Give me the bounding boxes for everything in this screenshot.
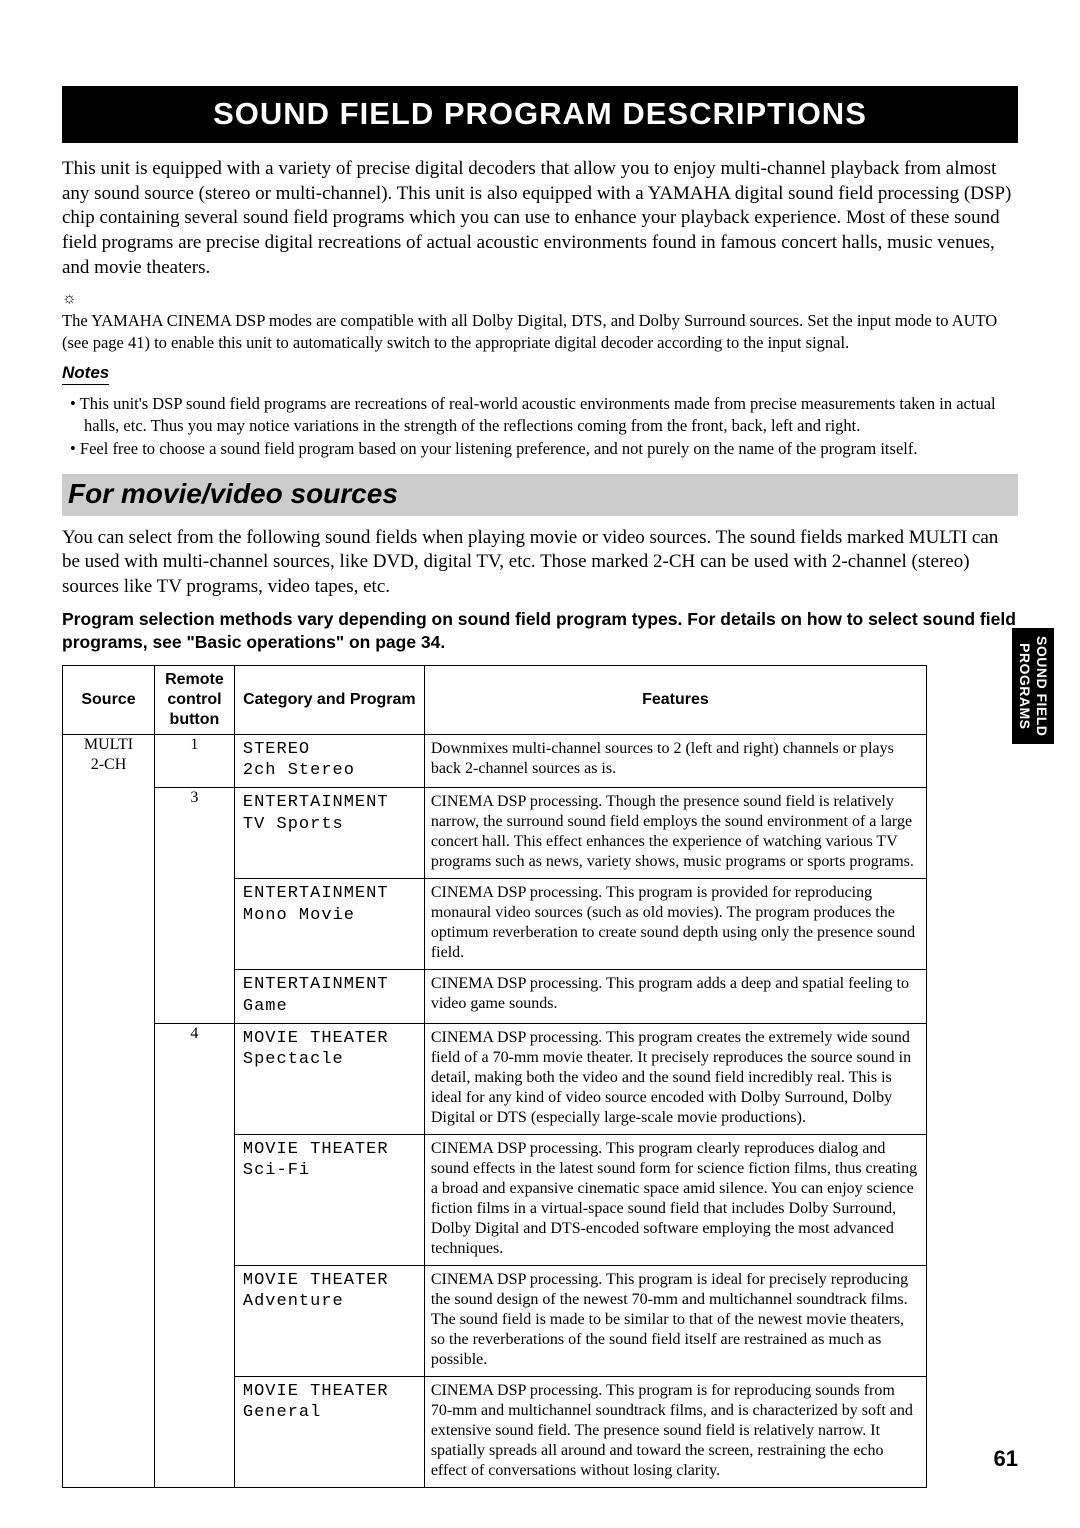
- program-name: Adventure: [243, 1291, 418, 1312]
- source-label-1: MULTI: [84, 736, 133, 753]
- section-bold-text: Program selection methods vary depending…: [62, 608, 1018, 655]
- page: SOUND FIELD PROGRAM DESCRIPTIONS This un…: [0, 0, 1080, 1528]
- category-cell: MOVIE THEATER Sci-Fi: [234, 1134, 424, 1265]
- th-source: Source: [63, 665, 155, 734]
- th-category: Category and Program: [234, 665, 424, 734]
- button-cell: 1: [154, 734, 234, 788]
- note-item: This unit's DSP sound field programs are…: [62, 393, 1018, 436]
- th-features: Features: [424, 665, 926, 734]
- source-label-2: 2-CH: [91, 756, 127, 773]
- category-name: STEREO: [243, 739, 418, 760]
- button-cell: 4: [154, 1023, 234, 1487]
- table-row: 4 MOVIE THEATER Spectacle CINEMA DSP pro…: [63, 1023, 927, 1134]
- side-tab-line2: PROGRAMS: [1017, 643, 1033, 729]
- category-name: MOVIE THEATER: [243, 1381, 418, 1402]
- side-tab: SOUND FIELD PROGRAMS: [1012, 628, 1054, 744]
- notes-label: Notes: [62, 363, 109, 385]
- category-cell: MOVIE THEATER Spectacle: [234, 1023, 424, 1134]
- table-row: 3 ENTERTAINMENT TV Sports CINEMA DSP pro…: [63, 788, 927, 879]
- th-button: Remote control button: [154, 665, 234, 734]
- program-name: Mono Movie: [243, 905, 418, 926]
- category-name: ENTERTAINMENT: [243, 974, 418, 995]
- table-row: MULTI 2-CH 1 STEREO 2ch Stereo Downmixes…: [63, 734, 927, 788]
- category-name: ENTERTAINMENT: [243, 883, 418, 904]
- program-name: TV Sports: [243, 814, 418, 835]
- category-cell: ENTERTAINMENT Game: [234, 970, 424, 1024]
- button-cell: 3: [154, 788, 234, 1024]
- category-name: MOVIE THEATER: [243, 1270, 418, 1291]
- features-cell: CINEMA DSP processing. This program is f…: [424, 1376, 926, 1487]
- category-name: ENTERTAINMENT: [243, 792, 418, 813]
- side-tab-line1: SOUND FIELD: [1034, 636, 1050, 736]
- section-text: You can select from the following sound …: [62, 526, 1018, 600]
- program-name: Sci-Fi: [243, 1160, 418, 1181]
- tip-text: The YAMAHA CINEMA DSP modes are compatib…: [62, 310, 1018, 353]
- program-name: Spectacle: [243, 1049, 418, 1070]
- features-cell: CINEMA DSP processing. Though the presen…: [424, 788, 926, 879]
- features-cell: CINEMA DSP processing. This program is i…: [424, 1265, 926, 1376]
- category-cell: MOVIE THEATER General: [234, 1376, 424, 1487]
- category-cell: STEREO 2ch Stereo: [234, 734, 424, 788]
- category-cell: ENTERTAINMENT Mono Movie: [234, 879, 424, 970]
- features-cell: Downmixes multi-channel sources to 2 (le…: [424, 734, 926, 788]
- notes-list: This unit's DSP sound field programs are…: [62, 393, 1018, 459]
- table-header-row: Source Remote control button Category an…: [63, 665, 927, 734]
- note-item: Feel free to choose a sound field progra…: [62, 438, 1018, 459]
- category-cell: ENTERTAINMENT TV Sports: [234, 788, 424, 879]
- features-cell: CINEMA DSP processing. This program is p…: [424, 879, 926, 970]
- features-cell: CINEMA DSP processing. This program crea…: [424, 1023, 926, 1134]
- program-name: 2ch Stereo: [243, 760, 418, 781]
- features-cell: CINEMA DSP processing. This program adds…: [424, 970, 926, 1024]
- section-heading: For movie/video sources: [62, 474, 1018, 516]
- page-number: 61: [994, 1446, 1018, 1472]
- program-name: Game: [243, 996, 418, 1017]
- page-title: SOUND FIELD PROGRAM DESCRIPTIONS: [62, 86, 1018, 143]
- category-name: MOVIE THEATER: [243, 1139, 418, 1160]
- features-cell: CINEMA DSP processing. This program clea…: [424, 1134, 926, 1265]
- program-name: General: [243, 1402, 418, 1423]
- source-cell: MULTI 2-CH: [63, 734, 155, 1487]
- tip-icon: ☼: [62, 290, 1018, 308]
- category-cell: MOVIE THEATER Adventure: [234, 1265, 424, 1376]
- category-name: MOVIE THEATER: [243, 1028, 418, 1049]
- programs-table: Source Remote control button Category an…: [62, 665, 927, 1488]
- intro-paragraph: This unit is equipped with a variety of …: [62, 157, 1018, 280]
